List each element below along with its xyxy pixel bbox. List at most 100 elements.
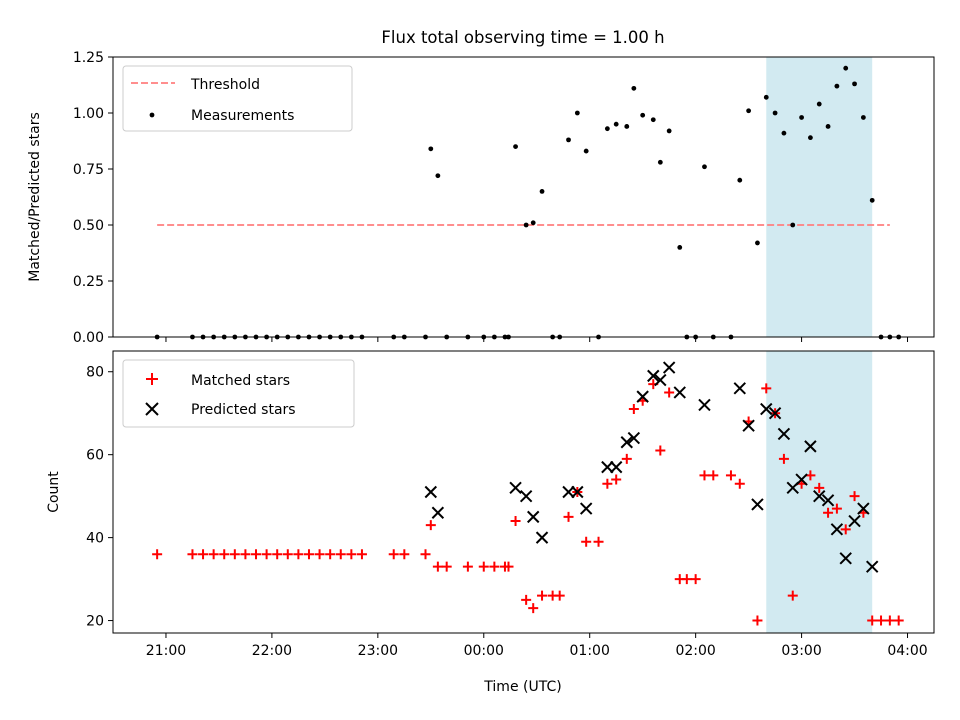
- y-tick-label: 0.50: [73, 218, 104, 234]
- predicted-stars-point: [839, 552, 852, 565]
- measurement-point: [781, 130, 787, 136]
- measurement-point: [737, 177, 743, 183]
- matched-stars-point: [725, 470, 736, 481]
- x-tick-label: 03:00: [781, 643, 821, 659]
- measurement-point: [650, 117, 656, 123]
- matched-stars-point: [814, 482, 825, 493]
- x-tick-label: 04:00: [887, 643, 927, 659]
- predicted-stars-point: [698, 398, 711, 412]
- matched-stars-point: [314, 549, 325, 560]
- predicted-stars-point: [804, 440, 817, 453]
- legend-matched-label: Matched stars: [191, 373, 290, 389]
- matched-stars-point: [462, 561, 473, 572]
- measurement-point: [825, 124, 831, 129]
- matched-stars-point: [219, 549, 230, 560]
- count-marks: [152, 361, 904, 626]
- matched-stars-point: [884, 615, 895, 626]
- measurement-point: [677, 245, 683, 250]
- predicted-stars-point: [848, 514, 861, 528]
- measurement-point: [574, 110, 580, 116]
- matched-stars-point: [664, 387, 675, 398]
- measurement-point: [566, 137, 571, 143]
- predicted-stars-point: [647, 369, 660, 383]
- predicted-stars-point: [509, 481, 522, 495]
- matched-stars-point: [893, 615, 904, 626]
- matched-stars-point: [187, 549, 198, 560]
- matched-stars-point: [734, 478, 745, 489]
- y-tick-label: 1.25: [73, 50, 104, 66]
- matched-stars-point: [303, 549, 314, 560]
- predicted-stars-point: [601, 460, 614, 474]
- predicted-stars-point: [636, 390, 649, 403]
- predicted-stars-point: [654, 373, 667, 387]
- measurement-point: [790, 222, 796, 228]
- matched-stars-point: [399, 549, 410, 560]
- matched-stars-point: [876, 615, 887, 626]
- matched-stars-point: [778, 453, 789, 464]
- legend-measurements-label: Measurements: [191, 108, 294, 124]
- matched-stars-point: [425, 520, 436, 531]
- legend-measurements-swatch: [149, 112, 155, 118]
- x-tick-label: 22:00: [252, 643, 292, 659]
- count-panel: 20 40 60 80 21:00 22:00 23:00 00:00 01:00 02:00 0…: [46, 350, 935, 695]
- count-legend: Matched stars Predicted stars: [122, 359, 355, 428]
- matched-stars-point: [356, 549, 367, 560]
- predicted-stars-point: [609, 460, 623, 474]
- matched-stars-point: [293, 549, 304, 560]
- measurement-point: [852, 81, 857, 87]
- x-tick-label: 02:00: [675, 643, 715, 659]
- predicted-stars-point: [673, 386, 686, 399]
- matched-stars-point: [831, 503, 842, 514]
- predicted-stars-point: [571, 485, 584, 499]
- matched-stars-point: [528, 603, 539, 614]
- matched-stars-point: [752, 615, 763, 626]
- predicted-stars-point: [579, 502, 593, 515]
- matched-stars-point: [240, 549, 251, 560]
- ratio-y-axis-label: Matched/Predicted stars: [27, 112, 43, 282]
- predicted-stars-point: [519, 489, 533, 503]
- legend-matched-swatch: [146, 373, 158, 385]
- measurement-point: [428, 146, 434, 152]
- matched-stars-point: [581, 536, 592, 547]
- measurement-point: [816, 101, 822, 107]
- measurement-point: [755, 240, 760, 246]
- predicted-stars-point: [813, 489, 826, 503]
- predicted-stars-point: [821, 494, 835, 507]
- measurement-point: [702, 164, 707, 170]
- legend-threshold-label: Threshold: [190, 77, 260, 93]
- matched-stars-point: [708, 470, 719, 481]
- predicted-stars-point: [733, 382, 746, 395]
- measurement-point: [583, 148, 589, 154]
- measurement-point: [640, 112, 646, 118]
- measurement-point: [539, 189, 545, 194]
- matched-stars-point: [690, 574, 701, 585]
- y-tick-label: 0.75: [73, 162, 104, 178]
- matched-stars-point: [261, 549, 272, 560]
- matched-stars-point: [420, 549, 431, 560]
- matched-stars-point: [787, 590, 798, 601]
- measurement-point: [604, 126, 610, 132]
- measurement-point: [869, 197, 875, 203]
- y-tick-label: 1.00: [73, 106, 104, 122]
- measurement-point: [799, 115, 804, 120]
- matched-stars-point: [208, 549, 219, 560]
- matched-stars-point: [282, 549, 293, 560]
- measurement-point: [631, 85, 637, 91]
- measurement-point: [746, 108, 752, 114]
- count-plot-frame: [112, 350, 935, 634]
- ratio-legend: Threshold Measurements: [122, 65, 353, 132]
- matched-stars-point: [602, 478, 613, 489]
- ratio-observing-window: [766, 57, 873, 337]
- y-tick-label: 20: [86, 614, 104, 630]
- ratio-plot-frame: [112, 56, 935, 338]
- measurement-point: [860, 115, 866, 120]
- measurement-point: [666, 128, 672, 134]
- matched-stars-point: [335, 549, 346, 560]
- predicted-stars-point: [431, 506, 445, 519]
- x-tick-label: 00:00: [464, 643, 504, 659]
- measurement-point: [763, 94, 769, 100]
- matched-stars-point: [681, 574, 692, 585]
- predicted-stars-point: [662, 361, 676, 374]
- predicted-stars-point: [620, 436, 633, 449]
